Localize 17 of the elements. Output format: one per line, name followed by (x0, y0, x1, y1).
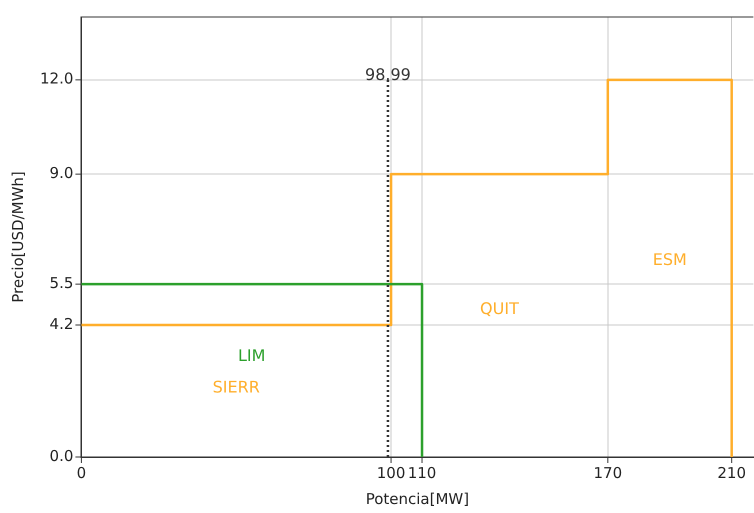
y-tick-label: 12.0 (40, 70, 74, 88)
annotation: QUIT (480, 299, 520, 318)
x-tick-label: 110 (408, 464, 436, 482)
y-tick-label: 4.2 (50, 314, 74, 333)
text: LIM (238, 346, 266, 365)
y-tick-label: 9.0 (50, 164, 74, 182)
y-tick-label: 0.0 (50, 446, 74, 465)
annotation: SIERR (212, 378, 260, 397)
x-axis-title: Potencia[MW] (366, 490, 470, 508)
y-tick-label: 5.5 (50, 274, 74, 292)
x-tick-label: 100 (376, 464, 406, 482)
ref-line-label: 98.99 (365, 65, 411, 84)
x-tick-label: 210 (717, 464, 746, 482)
x-tick-label: 0 (76, 464, 86, 482)
annotation: ESM (652, 250, 687, 270)
x-tick-label: 170 (594, 464, 622, 482)
y-axis-title: Precio[USD/MWh] (8, 171, 27, 303)
